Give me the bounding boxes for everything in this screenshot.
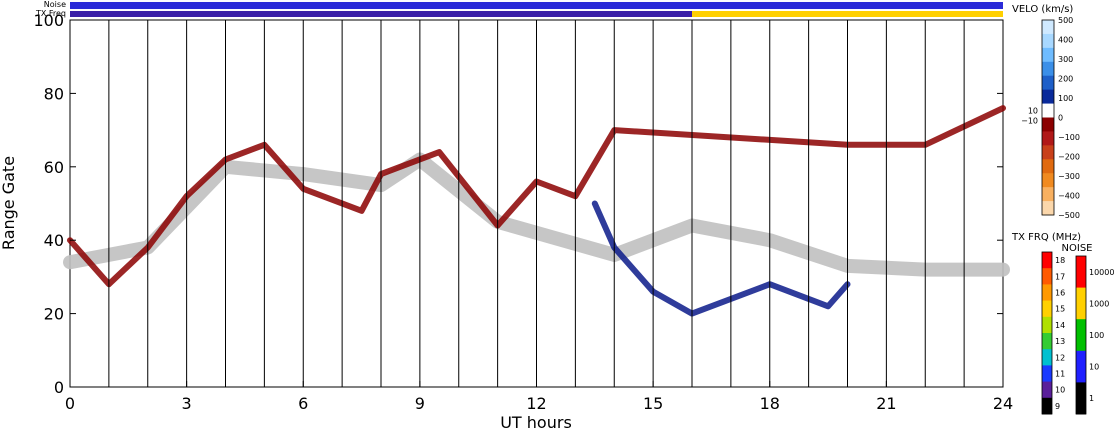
velocity-color-swatch xyxy=(1042,61,1054,77)
noise-color-swatch xyxy=(1076,256,1086,289)
velocity-tick-label: 500 xyxy=(1058,16,1073,25)
noise-color-swatch xyxy=(1076,287,1086,320)
noise-color-swatch xyxy=(1076,382,1086,415)
txfreq-tick-label: 10 xyxy=(1055,386,1065,395)
hour-gridlines xyxy=(108,20,965,387)
y-axis-title: Range Gate xyxy=(0,156,18,250)
velocity-color-swatch xyxy=(1042,47,1054,63)
noise-tick-label: 10 xyxy=(1089,363,1099,372)
velocity-color-swatch xyxy=(1042,117,1054,132)
x-tick-label: 0 xyxy=(65,394,75,413)
y-tick-label: 100 xyxy=(33,11,64,30)
txfreq-tick-label: 13 xyxy=(1055,337,1065,346)
noise-tick-label: 1000 xyxy=(1089,299,1109,308)
txfreq-color-swatch xyxy=(1042,381,1052,399)
txfreq-color-swatch xyxy=(1042,333,1052,350)
x-tick-label: 12 xyxy=(526,394,546,413)
txfreq-colorbar-frame xyxy=(1041,251,1053,415)
velocity-tick-label: −400 xyxy=(1058,192,1080,201)
noise-colorbar-frame xyxy=(1075,255,1087,415)
txfreq-color-swatch xyxy=(1042,300,1052,318)
velocity-tick-label: −500 xyxy=(1058,211,1080,220)
txfreq-segment-1 xyxy=(692,11,1003,17)
x-tick-label: 9 xyxy=(415,394,425,413)
velocity-color-swatch xyxy=(1042,173,1054,188)
y-tick-label: 80 xyxy=(44,84,64,103)
y-tick-label: 20 xyxy=(44,305,64,324)
txfreq-tick-label: 14 xyxy=(1055,321,1065,330)
txfreq-tick-label: 12 xyxy=(1055,353,1065,362)
txfreq-tick-label: 15 xyxy=(1055,305,1065,314)
velocity-tick-label: 200 xyxy=(1058,75,1073,84)
y-tick-label: 0 xyxy=(54,378,64,397)
velocity-tick-label: 300 xyxy=(1058,55,1073,64)
velocity-side-label: 10 xyxy=(1028,107,1038,116)
velocity-side-label: −10 xyxy=(1021,117,1038,126)
x-axis-ticks: 0 3 6 9 12 15 18 21 24 xyxy=(65,381,1013,413)
velocity-colorbar: 500 400 300 200 100 0 −100 −200 −300 −400 −500 10−1… xyxy=(1021,16,1080,220)
noise-color-swatch xyxy=(1076,350,1086,383)
noise-strip xyxy=(70,2,1003,9)
velocity-tick-label: 400 xyxy=(1058,36,1073,45)
velocity-color-swatch xyxy=(1042,159,1054,174)
velocity-tick-label: −300 xyxy=(1058,172,1080,181)
velocity-tick-label: 0 xyxy=(1058,114,1063,123)
x-tick-label: 18 xyxy=(760,394,780,413)
noise-colorbar-title: NOISE xyxy=(1062,243,1093,254)
noise-colorbar: 10000 1000 100 10 1 xyxy=(1075,255,1114,415)
velocity-color-swatch xyxy=(1042,187,1054,202)
txfreq-color-swatch xyxy=(1042,365,1052,383)
noise-color-swatch xyxy=(1076,319,1086,352)
x-axis-title: UT hours xyxy=(500,413,572,432)
velocity-color-swatch xyxy=(1042,131,1054,146)
x-tick-label: 21 xyxy=(876,394,896,413)
x-tick-label: 6 xyxy=(298,394,308,413)
velocity-color-swatch xyxy=(1042,33,1054,49)
velocity-color-swatch xyxy=(1042,103,1054,118)
velocity-color-swatch xyxy=(1042,89,1054,105)
txfreq-color-swatch xyxy=(1042,252,1052,269)
noise-tick-label: 1 xyxy=(1089,394,1094,403)
velocity-colorbar-title: VELO (km/s) xyxy=(1012,4,1073,15)
noise-tick-label: 100 xyxy=(1089,331,1104,340)
x-tick-label: 15 xyxy=(643,394,663,413)
velocity-color-swatch xyxy=(1042,20,1054,35)
txfreq-segment-0 xyxy=(70,11,692,17)
txfreq-tick-label: 17 xyxy=(1055,272,1065,281)
x-tick-label: 3 xyxy=(182,394,192,413)
x-tick-label: 24 xyxy=(993,394,1013,413)
velocity-tick-label: 100 xyxy=(1058,94,1073,103)
txfreq-color-swatch xyxy=(1042,316,1052,334)
velocity-color-swatch xyxy=(1042,145,1054,160)
txfreq-color-swatch xyxy=(1042,268,1052,285)
noise-strip-label: Noise xyxy=(44,0,66,9)
velocity-color-swatch xyxy=(1042,201,1054,216)
txfreq-tick-label: 9 xyxy=(1055,402,1060,411)
y-tick-label: 40 xyxy=(44,231,64,250)
txfreq-color-swatch xyxy=(1042,349,1052,366)
noise-tick-label: 10000 xyxy=(1089,268,1114,277)
txfreq-strip xyxy=(70,11,1003,17)
txfreq-color-swatch xyxy=(1042,284,1052,302)
y-tick-label: 60 xyxy=(44,158,64,177)
txfreq-strip-label: TX Freq xyxy=(35,9,66,18)
txfreq-tick-label: 11 xyxy=(1055,370,1065,379)
velocity-tick-label: −200 xyxy=(1058,153,1080,162)
txfreq-colorbar: 18 17 16 15 14 13 12 11 10 9 xyxy=(1041,251,1065,415)
txfreq-tick-label: 18 xyxy=(1055,256,1065,265)
txfreq-tick-label: 16 xyxy=(1055,289,1065,298)
txfreq-color-swatch xyxy=(1042,397,1052,415)
txfreq-colorbar-title: TX FRQ (MHz) xyxy=(1011,232,1081,243)
velocity-color-swatch xyxy=(1042,75,1054,91)
velocity-colorbar-frame xyxy=(1041,19,1055,216)
y-axis-ticks: 0 20 40 60 80 100 xyxy=(33,11,1003,397)
velocity-tick-label: −100 xyxy=(1058,133,1080,142)
